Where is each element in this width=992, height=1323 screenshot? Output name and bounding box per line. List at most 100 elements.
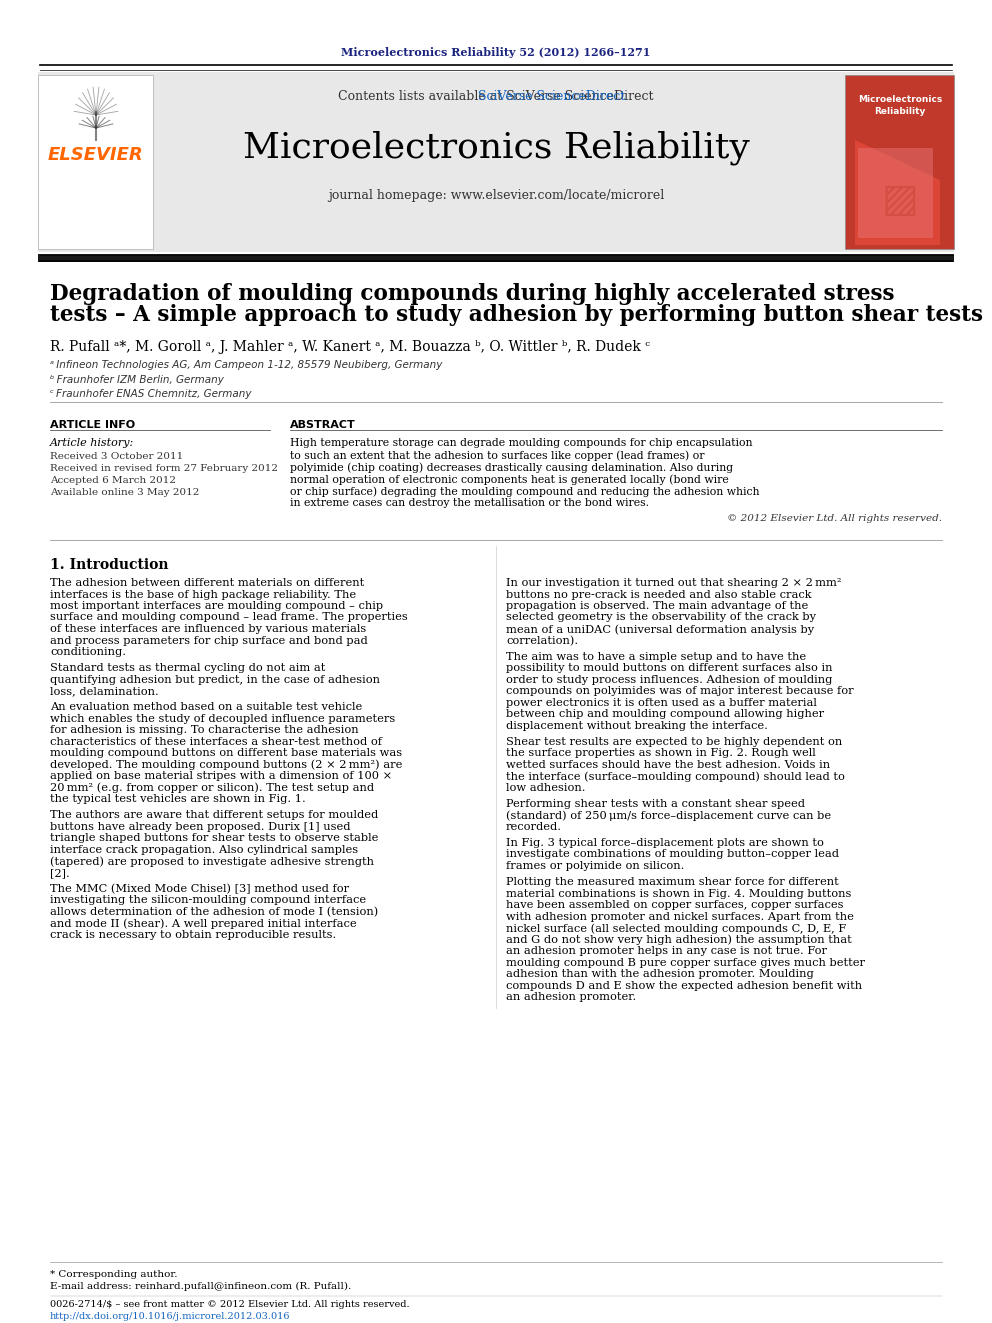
Text: and process parameters for chip surface and bond pad: and process parameters for chip surface … [50,635,368,646]
Bar [858,148,933,238]
Text: polyimide (chip coating) decreases drastically causing delamination. Also during: polyimide (chip coating) decreases drast… [290,462,733,472]
Text: Microelectronics
Reliability: Microelectronics Reliability [858,95,942,116]
Text: allows determination of the adhesion of mode I (tension): allows determination of the adhesion of … [50,906,378,917]
Text: Degradation of moulding compounds during highly accelerated stress: Degradation of moulding compounds during… [50,283,895,306]
Text: conditioning.: conditioning. [50,647,126,658]
Text: The aim was to have a simple setup and to have the: The aim was to have a simple setup and t… [506,652,806,662]
Text: loss, delamination.: loss, delamination. [50,687,159,696]
Text: Received in revised form 27 February 2012: Received in revised form 27 February 201… [50,464,278,474]
Text: or chip surface) degrading the moulding compound and reducing the adhesion which: or chip surface) degrading the moulding … [290,486,760,496]
Text: Received 3 October 2011: Received 3 October 2011 [50,452,184,460]
Text: the surface properties as shown in Fig. 2. Rough well: the surface properties as shown in Fig. … [506,749,815,758]
Text: SciVerse ScienceDirect: SciVerse ScienceDirect [366,90,626,102]
Text: Article history:: Article history: [50,438,134,448]
Text: Available online 3 May 2012: Available online 3 May 2012 [50,488,199,497]
Text: to such an extent that the adhesion to surfaces like copper (lead frames) or: to such an extent that the adhesion to s… [290,450,704,460]
Text: ᶜ Fraunhofer ENAS Chemnitz, Germany: ᶜ Fraunhofer ENAS Chemnitz, Germany [50,389,252,400]
Text: in extreme cases can destroy the metallisation or the bond wires.: in extreme cases can destroy the metalli… [290,497,649,508]
Text: E-mail address: reinhard.pufall@infineon.com (R. Pufall).: E-mail address: reinhard.pufall@infineon… [50,1282,351,1291]
Text: ᵇ Fraunhofer IZM Berlin, Germany: ᵇ Fraunhofer IZM Berlin, Germany [50,374,224,385]
Text: propagation is observed. The main advantage of the: propagation is observed. The main advant… [506,601,808,611]
Text: The MMC (Mixed Mode Chisel) [3] method used for: The MMC (Mixed Mode Chisel) [3] method u… [50,884,349,894]
Text: High temperature storage can degrade moulding compounds for chip encapsulation: High temperature storage can degrade mou… [290,438,753,448]
Text: 1. Introduction: 1. Introduction [50,558,169,572]
Text: applied on base material stripes with a dimension of 100 ×: applied on base material stripes with a … [50,771,392,781]
Text: ▨: ▨ [882,181,919,220]
Text: journal homepage: www.elsevier.com/locate/microrel: journal homepage: www.elsevier.com/locat… [328,188,664,201]
Text: buttons no pre-crack is needed and also stable crack: buttons no pre-crack is needed and also … [506,590,811,599]
Text: adhesion than with the adhesion promoter. Moulding: adhesion than with the adhesion promoter… [506,968,813,979]
Text: In our investigation it turned out that shearing 2 × 2 mm²: In our investigation it turned out that … [506,578,841,587]
Text: power electronics it is often used as a buffer material: power electronics it is often used as a … [506,697,816,708]
Text: an adhesion promoter.: an adhesion promoter. [506,992,636,1002]
Text: Microelectronics Reliability 52 (2012) 1266–1271: Microelectronics Reliability 52 (2012) 1… [341,46,651,57]
Text: buttons have already been proposed. Durix [1] used: buttons have already been proposed. Duri… [50,822,350,832]
Text: (standard) of 250 μm/s force–displacement curve can be: (standard) of 250 μm/s force–displacemen… [506,810,831,820]
Text: investigate combinations of moulding button–copper lead: investigate combinations of moulding but… [506,849,839,860]
Text: characteristics of these interfaces a shear-test method of: characteristics of these interfaces a sh… [50,737,382,746]
Text: most important interfaces are moulding compound – chip: most important interfaces are moulding c… [50,601,383,611]
Text: possibility to mould buttons on different surfaces also in: possibility to mould buttons on differen… [506,663,832,673]
Text: interfaces is the base of high package reliability. The: interfaces is the base of high package r… [50,590,356,599]
Text: and G do not show very high adhesion) the assumption that: and G do not show very high adhesion) th… [506,934,852,945]
Text: 20 mm² (e.g. from copper or silicon). The test setup and: 20 mm² (e.g. from copper or silicon). Th… [50,783,374,794]
Text: wetted surfaces should have the best adhesion. Voids in: wetted surfaces should have the best adh… [506,759,830,770]
Text: 0026-2714/$ – see front matter © 2012 Elsevier Ltd. All rights reserved.: 0026-2714/$ – see front matter © 2012 El… [50,1301,410,1308]
Text: compounds on polyimides was of major interest because for: compounds on polyimides was of major int… [506,687,854,696]
Text: Plotting the measured maximum shear force for different: Plotting the measured maximum shear forc… [506,877,839,886]
Text: [2].: [2]. [50,868,69,877]
Text: Microelectronics Reliability: Microelectronics Reliability [243,131,749,165]
Polygon shape [855,140,940,245]
Text: mean of a uniDAC (universal deformation analysis by: mean of a uniDAC (universal deformation … [506,624,814,635]
Bar [38,75,153,249]
Text: An evaluation method based on a suitable test vehicle: An evaluation method based on a suitable… [50,703,362,712]
Text: order to study process influences. Adhesion of moulding: order to study process influences. Adhes… [506,675,832,684]
Text: triangle shaped buttons for shear tests to observe stable: triangle shaped buttons for shear tests … [50,833,378,843]
Text: http://dx.doi.org/10.1016/j.microrel.2012.03.016: http://dx.doi.org/10.1016/j.microrel.201… [50,1312,291,1320]
Text: Shear test results are expected to be highly dependent on: Shear test results are expected to be hi… [506,737,842,746]
Text: Contents lists available at SciVerse ScienceDirect: Contents lists available at SciVerse Sci… [338,90,654,102]
Text: R. Pufall ᵃ*, M. Goroll ᵃ, J. Mahler ᵃ, W. Kanert ᵃ, M. Bouazza ᵇ, O. Wittler ᵇ,: R. Pufall ᵃ*, M. Goroll ᵃ, J. Mahler ᵃ, … [50,340,650,355]
Text: © 2012 Elsevier Ltd. All rights reserved.: © 2012 Elsevier Ltd. All rights reserved… [727,515,942,523]
Text: * Corresponding author.: * Corresponding author. [50,1270,178,1279]
Text: displacement without breaking the interface.: displacement without breaking the interf… [506,721,768,730]
Text: which enables the study of decoupled influence parameters: which enables the study of decoupled inf… [50,713,395,724]
Text: have been assembled on copper surfaces, copper surfaces: have been assembled on copper surfaces, … [506,900,843,910]
Text: The adhesion between different materials on different: The adhesion between different materials… [50,578,364,587]
Text: crack is necessary to obtain reproducible results.: crack is necessary to obtain reproducibl… [50,930,336,939]
Text: selected geometry is the observability of the crack by: selected geometry is the observability o… [506,613,816,623]
Text: compounds D and E show the expected adhesion benefit with: compounds D and E show the expected adhe… [506,980,862,991]
Text: material combinations is shown in Fig. 4. Moulding buttons: material combinations is shown in Fig. 4… [506,889,851,898]
Text: normal operation of electronic components heat is generated locally (bond wire: normal operation of electronic component… [290,474,729,484]
Text: Performing shear tests with a constant shear speed: Performing shear tests with a constant s… [506,799,805,808]
Text: Standard tests as thermal cycling do not aim at: Standard tests as thermal cycling do not… [50,663,325,673]
Text: ELSEVIER: ELSEVIER [49,146,144,164]
Text: an adhesion promoter helps in any case is not true. For: an adhesion promoter helps in any case i… [506,946,827,957]
Text: for adhesion is missing. To characterise the adhesion: for adhesion is missing. To characterise… [50,725,359,736]
Text: low adhesion.: low adhesion. [506,783,585,792]
Text: developed. The moulding compound buttons (2 × 2 mm²) are: developed. The moulding compound buttons… [50,759,403,770]
Text: the typical test vehicles are shown in Fig. 1.: the typical test vehicles are shown in F… [50,794,306,804]
Text: between chip and moulding compound allowing higher: between chip and moulding compound allow… [506,709,824,720]
Text: frames or polyimide on silicon.: frames or polyimide on silicon. [506,861,684,871]
Text: nickel surface (all selected moulding compounds C, D, E, F: nickel surface (all selected moulding co… [506,923,846,934]
Bar [38,71,954,251]
Text: ABSTRACT: ABSTRACT [290,419,356,430]
Text: of these interfaces are influenced by various materials: of these interfaces are influenced by va… [50,624,366,634]
Text: ᵃ Infineon Technologies AG, Am Campeon 1-12, 85579 Neubiberg, Germany: ᵃ Infineon Technologies AG, Am Campeon 1… [50,360,442,370]
Bar [38,254,954,262]
Text: moulding compound B pure copper surface gives much better: moulding compound B pure copper surface … [506,958,865,967]
Text: and mode II (shear). A well prepared initial interface: and mode II (shear). A well prepared ini… [50,918,357,929]
Text: tests – A simple approach to study adhesion by performing button shear tests: tests – A simple approach to study adhes… [50,304,983,325]
Text: interface crack propagation. Also cylindrical samples: interface crack propagation. Also cylind… [50,845,358,855]
Text: ARTICLE INFO: ARTICLE INFO [50,419,135,430]
Text: with adhesion promoter and nickel surfaces. Apart from the: with adhesion promoter and nickel surfac… [506,912,854,922]
Text: the interface (surface–moulding compound) should lead to: the interface (surface–moulding compound… [506,771,845,782]
Text: moulding compound buttons on different base materials was: moulding compound buttons on different b… [50,749,402,758]
Text: (tapered) are proposed to investigate adhesive strength: (tapered) are proposed to investigate ad… [50,856,374,867]
Text: quantifying adhesion but predict, in the case of adhesion: quantifying adhesion but predict, in the… [50,675,380,684]
Text: surface and moulding compound – lead frame. The properties: surface and moulding compound – lead fra… [50,613,408,623]
Text: The authors are aware that different setups for moulded: The authors are aware that different set… [50,810,378,820]
Text: investigating the silicon-moulding compound interface: investigating the silicon-moulding compo… [50,896,366,905]
Text: Accepted 6 March 2012: Accepted 6 March 2012 [50,476,176,486]
